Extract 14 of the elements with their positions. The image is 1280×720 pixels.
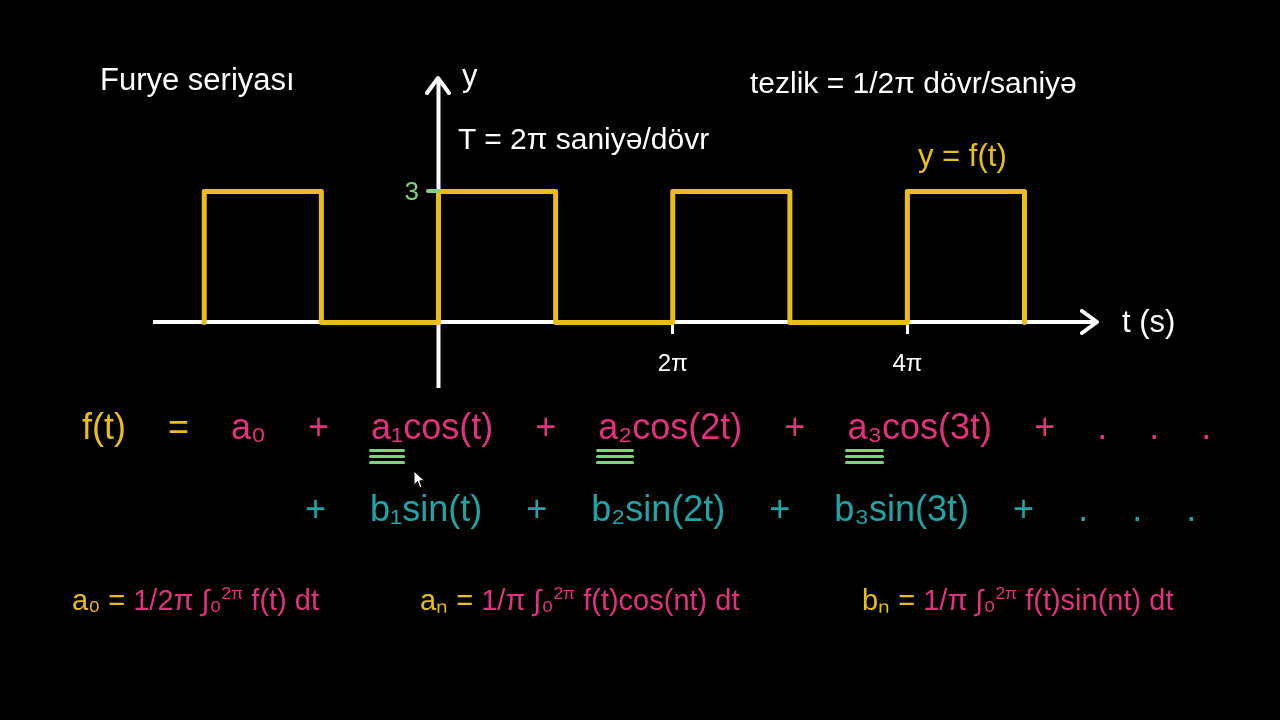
chart-title: Furye seriyası bbox=[100, 62, 295, 98]
x-axis-title: t (s) bbox=[1122, 304, 1176, 340]
text: aₙ = 1/π ∫₀$^{2π}$ f(t)cos(nt) dt bbox=[420, 583, 740, 616]
text: bₙ = 1/π ∫₀$^{2π}$ f(t)sin(nt) dt bbox=[862, 583, 1174, 616]
text: tezlik = 1/2π dövr/saniyə bbox=[750, 66, 1077, 99]
text: + b₁sin(t) + b₂sin(2t) + b₃sin(3t) + . . . bbox=[305, 488, 1197, 529]
y-axis-title: y bbox=[462, 58, 478, 94]
annotation: 3 bbox=[404, 176, 419, 207]
series-label: y = f(t) bbox=[918, 138, 1007, 174]
x-tick-label: 4π bbox=[892, 348, 923, 376]
text: T = 2π saniyə/dövr bbox=[458, 122, 710, 155]
x-tick-label: 2π bbox=[657, 348, 688, 376]
text: f(t) = a₀ + a₁cos(t) + a₂cos(2t) + a₃cos(3t) + . . . bbox=[82, 406, 1212, 447]
text: a₀ = 1/2π ∫₀$^{2π}$ f(t) dt bbox=[72, 583, 320, 616]
